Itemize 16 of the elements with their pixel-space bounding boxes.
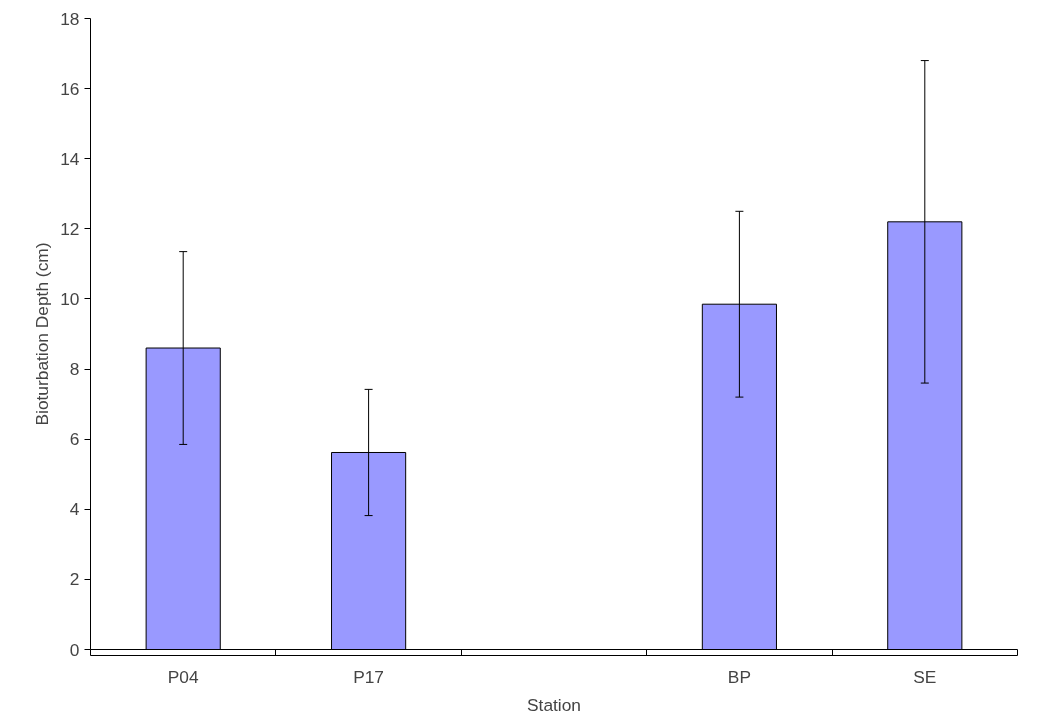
y-tick-label: 8 xyxy=(69,359,80,380)
y-axis-title: Bioturbation Depth (cm) xyxy=(32,242,53,426)
x-tick-label: P17 xyxy=(353,666,385,687)
y-tick-label: 18 xyxy=(60,8,80,29)
x-tick-label: BP xyxy=(727,666,751,687)
y-tick-label: 12 xyxy=(60,218,80,239)
y-tick-label: 2 xyxy=(69,569,80,590)
y-tick-label: 10 xyxy=(60,288,80,309)
y-tick-label: 16 xyxy=(60,78,80,99)
y-tick-label: 0 xyxy=(69,639,80,660)
x-tick-label: SE xyxy=(913,666,937,687)
y-tick-label: 4 xyxy=(69,499,80,520)
y-tick-label: 6 xyxy=(69,429,80,450)
y-tick-label: 14 xyxy=(60,148,80,169)
x-tick-label: P04 xyxy=(167,666,199,687)
x-axis-title: Station xyxy=(527,694,581,715)
